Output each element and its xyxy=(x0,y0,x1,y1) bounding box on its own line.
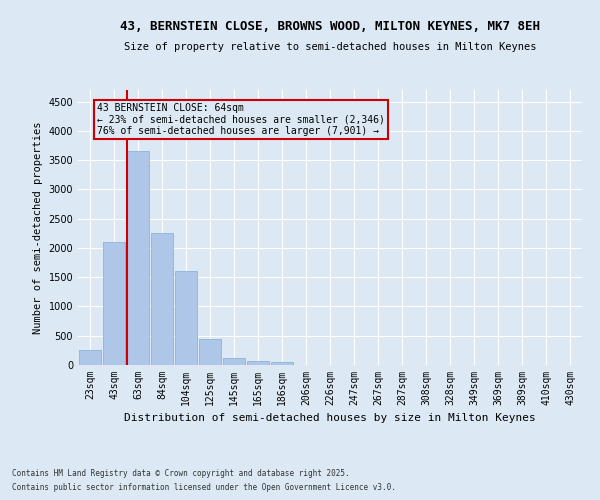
Bar xyxy=(127,152,149,365)
Text: 43, BERNSTEIN CLOSE, BROWNS WOOD, MILTON KEYNES, MK7 8EH: 43, BERNSTEIN CLOSE, BROWNS WOOD, MILTON… xyxy=(120,20,540,33)
Text: Contains HM Land Registry data © Crown copyright and database right 2025.: Contains HM Land Registry data © Crown c… xyxy=(12,468,350,477)
Bar xyxy=(199,338,221,365)
Bar xyxy=(175,272,197,365)
Text: 43 BERNSTEIN CLOSE: 64sqm
← 23% of semi-detached houses are smaller (2,346)
76% : 43 BERNSTEIN CLOSE: 64sqm ← 23% of semi-… xyxy=(97,103,385,136)
Bar xyxy=(247,362,269,365)
Text: Size of property relative to semi-detached houses in Milton Keynes: Size of property relative to semi-detach… xyxy=(124,42,536,52)
Bar xyxy=(223,358,245,365)
X-axis label: Distribution of semi-detached houses by size in Milton Keynes: Distribution of semi-detached houses by … xyxy=(124,414,536,424)
Bar xyxy=(79,350,101,365)
Bar xyxy=(271,362,293,365)
Text: Contains public sector information licensed under the Open Government Licence v3: Contains public sector information licen… xyxy=(12,484,396,492)
Bar xyxy=(103,242,125,365)
Y-axis label: Number of semi-detached properties: Number of semi-detached properties xyxy=(33,121,43,334)
Bar xyxy=(151,234,173,365)
